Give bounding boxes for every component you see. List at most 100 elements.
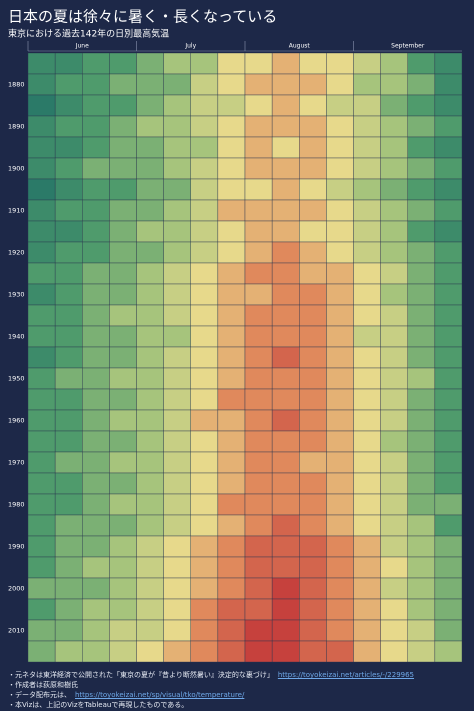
heat-cell bbox=[380, 241, 408, 264]
heat-cell bbox=[217, 577, 246, 600]
heat-cell bbox=[54, 220, 83, 243]
heat-cell bbox=[54, 430, 83, 453]
heat-cell bbox=[244, 115, 273, 138]
heat-cell bbox=[299, 199, 327, 222]
heat-cell bbox=[27, 115, 56, 138]
heat-cell bbox=[244, 136, 273, 159]
heat-cell bbox=[54, 241, 83, 264]
heat-cell bbox=[353, 178, 381, 201]
heat-cell bbox=[434, 514, 463, 537]
heat-cell bbox=[27, 199, 56, 222]
heat-cell bbox=[217, 535, 246, 558]
heat-cell bbox=[190, 577, 219, 600]
heat-cell bbox=[27, 451, 56, 474]
note-text: ・作成者は荻原和樹氏 bbox=[8, 681, 78, 689]
heat-cell bbox=[380, 325, 408, 348]
note-link[interactable]: https://toyokeizai.net/sp/visual/tko/tem… bbox=[75, 691, 245, 699]
heat-cell bbox=[299, 73, 327, 96]
heat-cell bbox=[54, 52, 83, 75]
heat-cell bbox=[190, 451, 219, 474]
note-link[interactable]: https://toyokeizai.net/articles/-/229965 bbox=[277, 671, 415, 679]
heat-cell bbox=[54, 388, 83, 411]
heat-cell bbox=[82, 514, 110, 537]
heat-cell bbox=[82, 472, 110, 495]
heat-cell bbox=[109, 493, 137, 516]
heat-cell bbox=[434, 493, 463, 516]
heat-cell bbox=[353, 556, 381, 579]
heat-cell bbox=[407, 283, 436, 306]
heat-cell bbox=[136, 430, 164, 453]
heat-cell bbox=[353, 535, 381, 558]
heat-cell bbox=[434, 136, 463, 159]
heat-cell bbox=[244, 535, 273, 558]
heat-cell bbox=[326, 493, 354, 516]
heat-cell bbox=[299, 640, 327, 663]
heat-cell bbox=[163, 94, 191, 117]
heat-cell bbox=[27, 409, 56, 432]
heat-cell bbox=[82, 262, 110, 285]
heat-cell bbox=[27, 514, 56, 537]
heat-cell bbox=[109, 178, 137, 201]
heat-cell bbox=[380, 598, 408, 621]
heat-cell bbox=[54, 598, 83, 621]
heat-cell bbox=[299, 304, 327, 327]
heat-cell bbox=[82, 178, 110, 201]
heat-cell bbox=[326, 451, 354, 474]
heat-cell bbox=[353, 52, 381, 75]
heat-cell bbox=[271, 52, 300, 75]
heat-cell bbox=[109, 73, 137, 96]
heat-cell bbox=[380, 451, 408, 474]
heat-cell bbox=[190, 136, 219, 159]
heat-cell bbox=[244, 598, 273, 621]
heat-cell bbox=[136, 346, 164, 369]
heat-cell bbox=[353, 514, 381, 537]
heat-cell bbox=[27, 493, 56, 516]
heat-cell bbox=[190, 493, 219, 516]
heat-cell bbox=[299, 472, 327, 495]
heat-cell bbox=[136, 367, 164, 390]
heat-cell bbox=[82, 493, 110, 516]
heat-cell bbox=[271, 346, 300, 369]
heat-cell bbox=[380, 262, 408, 285]
heat-cell bbox=[434, 472, 463, 495]
heat-cell bbox=[326, 304, 354, 327]
heat-cell bbox=[407, 493, 436, 516]
year-label: 1930 bbox=[8, 291, 25, 299]
heat-cell bbox=[244, 304, 273, 327]
heat-cell bbox=[163, 556, 191, 579]
heat-cell bbox=[326, 535, 354, 558]
heat-cell bbox=[190, 52, 219, 75]
heat-cell bbox=[136, 73, 164, 96]
heat-cell bbox=[190, 241, 219, 264]
heat-cell bbox=[299, 220, 327, 243]
heat-cell bbox=[109, 556, 137, 579]
chart-title: 日本の夏は徐々に暑く・長くなっている bbox=[8, 8, 277, 26]
heat-cell bbox=[244, 430, 273, 453]
heat-cell bbox=[27, 94, 56, 117]
heat-cell bbox=[407, 199, 436, 222]
heat-cell bbox=[380, 52, 408, 75]
heat-cell bbox=[380, 493, 408, 516]
heat-cell bbox=[244, 514, 273, 537]
heat-cell bbox=[407, 640, 436, 663]
heat-cell bbox=[54, 94, 83, 117]
chart: 日本の夏は徐々に暑く・長くなっている 東京における過去142年の日別最高気温 J… bbox=[8, 8, 463, 663]
heat-cell bbox=[136, 52, 164, 75]
heat-cell bbox=[407, 451, 436, 474]
heat-cell bbox=[109, 367, 137, 390]
heat-cell bbox=[217, 136, 246, 159]
heat-cell bbox=[163, 157, 191, 180]
heat-cell bbox=[353, 430, 381, 453]
heat-cell bbox=[407, 325, 436, 348]
heat-cell bbox=[244, 388, 273, 411]
heat-cell bbox=[136, 94, 164, 117]
heat-cell bbox=[326, 94, 354, 117]
heat-cell bbox=[27, 178, 56, 201]
heat-cell bbox=[271, 115, 300, 138]
heat-cell bbox=[54, 115, 83, 138]
heat-cell bbox=[434, 52, 463, 75]
heat-cell bbox=[434, 598, 463, 621]
heat-cell bbox=[380, 409, 408, 432]
heat-cell bbox=[299, 493, 327, 516]
heat-cell bbox=[136, 241, 164, 264]
